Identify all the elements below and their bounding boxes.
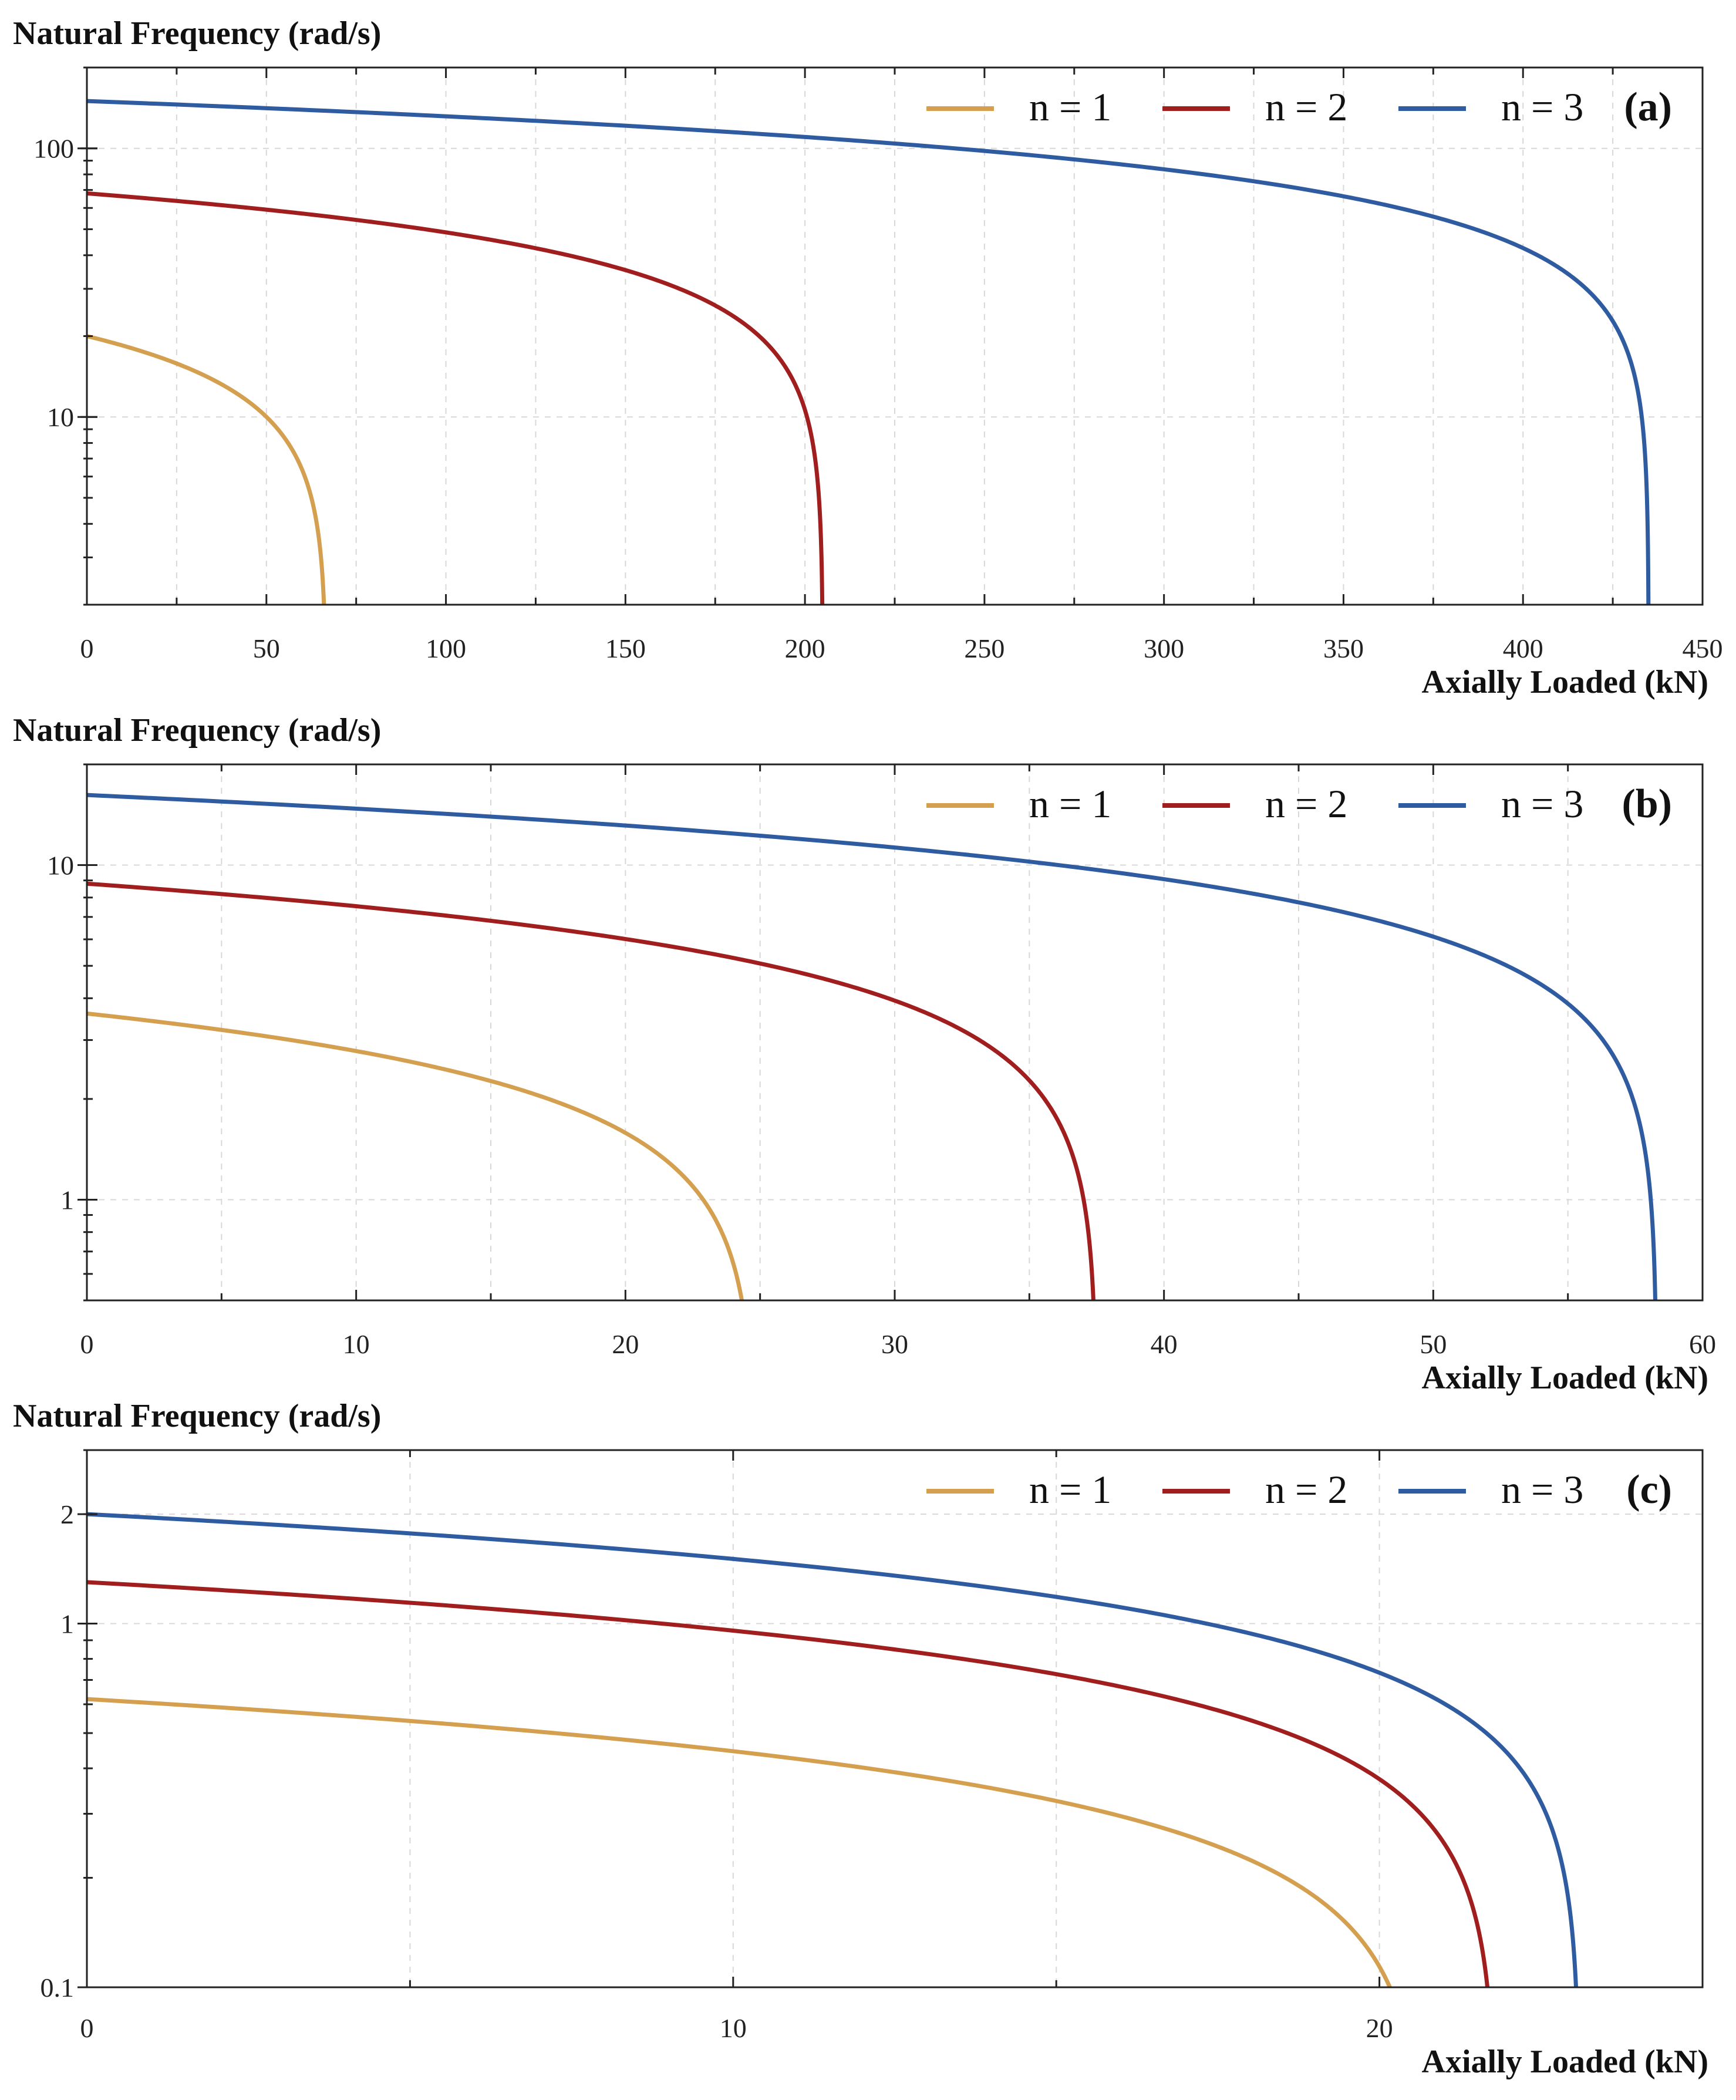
series-line-n1 (87, 1697, 1392, 1987)
legend-label-n3: n = 3 (1501, 85, 1583, 129)
x-tick-label: 10 (343, 1329, 370, 1359)
plot-frame (86, 763, 1704, 1302)
x-tick-label: 60 (1689, 1329, 1716, 1359)
x-tick-label: 40 (1151, 1329, 1178, 1359)
x-axis-title: Axially Loaded (kN) (1422, 664, 1709, 700)
plot-frame (86, 1449, 1704, 1988)
x-tick-label: 20 (1366, 2013, 1393, 2043)
y-tick-label: 100 (33, 134, 74, 164)
y-tick-label: 1 (60, 1609, 74, 1639)
y-tick-label: 10 (47, 402, 74, 432)
legend-label-n1: n = 1 (1029, 85, 1111, 129)
legend-label-n2: n = 2 (1265, 781, 1347, 826)
x-tick-label: 10 (720, 2013, 747, 2043)
series-line-n2 (87, 1580, 1490, 1987)
legend: n = 1 n = 2 n = 3 (a) (926, 85, 1672, 130)
legend-label-n3: n = 3 (1501, 781, 1583, 826)
y-tick-label: 0.1 (41, 1973, 75, 2003)
plot-frame (86, 66, 1704, 606)
x-tick-label: 350 (1323, 633, 1364, 663)
x-tick-label: 0 (80, 1329, 94, 1359)
legend-label-n1: n = 1 (1029, 1467, 1111, 1512)
series-line-n3 (87, 99, 1651, 605)
y-axis-title: Natural Frequency (rad/s) (13, 15, 381, 52)
x-tick-label: 100 (426, 633, 466, 663)
series-line-n2 (87, 191, 825, 605)
y-tick-label: 1 (60, 1185, 74, 1215)
legend: n = 1 n = 2 n = 3 (b) (926, 781, 1672, 827)
series-line-n1 (87, 334, 326, 605)
x-tick-label: 20 (612, 1329, 639, 1359)
series-line-n2 (87, 881, 1095, 1300)
x-axis-title: Axially Loaded (kN) (1422, 2044, 1709, 2080)
chart-panel-a: 0 50 100 150 200 250 300 350 400 450 10 100 Natural … (13, 15, 1723, 700)
series-line-n3 (87, 1512, 1578, 1987)
y-tick-label: 2 (60, 1499, 74, 1529)
legend-label-n2: n = 2 (1265, 85, 1347, 129)
x-tick-label: 200 (785, 633, 825, 663)
series-line-n3 (87, 793, 1657, 1300)
y-axis-title: Natural Frequency (rad/s) (13, 712, 381, 749)
x-tick-label: 0 (80, 2013, 94, 2043)
chart-panel-b: 0 10 20 30 40 50 60 1 10 Natural Frequency (rad/s… (13, 712, 1716, 1396)
y-tick-label: 10 (47, 851, 74, 881)
x-tick-label: 450 (1683, 633, 1723, 663)
x-tick-label: 300 (1144, 633, 1184, 663)
legend-label-n3: n = 3 (1501, 1467, 1583, 1512)
x-tick-label: 50 (253, 633, 280, 663)
chart-panel-c: 0 10 20 0.1 1 2 Natural Frequency (rad/s) Axial… (13, 1398, 1708, 2080)
x-tick-label: 0 (80, 633, 94, 663)
panel-label: (c) (1626, 1467, 1672, 1512)
x-tick-label: 50 (1420, 1329, 1447, 1359)
x-tick-label: 250 (964, 633, 1004, 663)
x-tick-label: 30 (881, 1329, 908, 1359)
x-axis-title: Axially Loaded (kN) (1422, 1360, 1709, 1396)
legend-label-n1: n = 1 (1029, 781, 1111, 826)
y-axis-title: Natural Frequency (rad/s) (13, 1398, 381, 1434)
x-tick-label: 150 (605, 633, 646, 663)
legend: n = 1 n = 2 n = 3 (c) (926, 1467, 1672, 1512)
panel-label: (a) (1624, 85, 1672, 130)
x-tick-label: 400 (1503, 633, 1543, 663)
series-line-n1 (87, 1011, 744, 1300)
legend-label-n2: n = 2 (1265, 1467, 1347, 1512)
panel-label: (b) (1622, 781, 1672, 827)
